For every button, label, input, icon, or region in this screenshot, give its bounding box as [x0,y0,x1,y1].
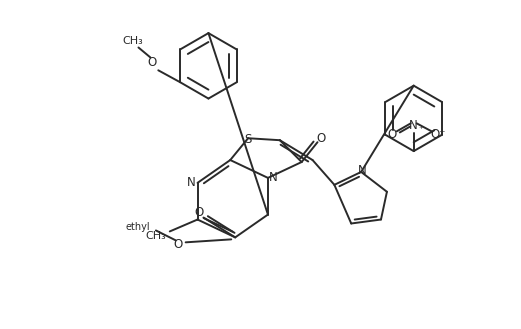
Text: CH₃: CH₃ [122,36,143,45]
Text: N: N [410,119,418,132]
Text: O: O [173,238,182,251]
Text: S: S [244,133,252,146]
Text: CH₃: CH₃ [145,231,166,241]
Text: N: N [358,164,366,177]
Text: O: O [148,56,157,69]
Text: N: N [268,171,277,184]
Text: ethyl: ethyl [126,222,150,233]
Text: O: O [194,206,203,219]
Text: O: O [317,132,326,145]
Text: N: N [187,176,196,190]
Text: ⁺: ⁺ [418,125,423,134]
Text: O⁻: O⁻ [431,128,446,141]
Text: O: O [387,128,396,141]
